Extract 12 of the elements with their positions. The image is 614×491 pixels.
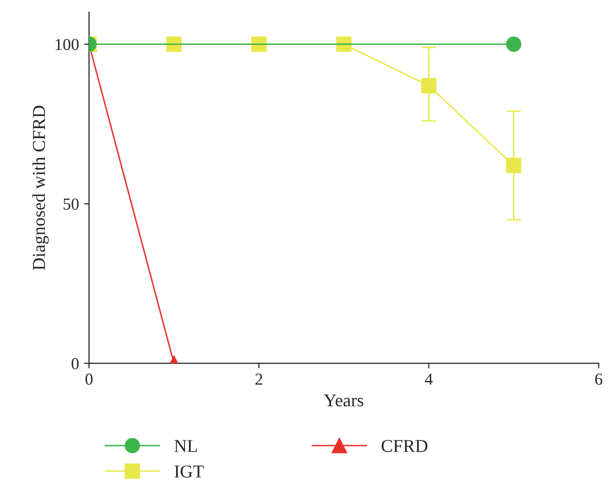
y-tick-label: 100: [56, 38, 79, 50]
y-axis-title: Diagnosed with CFRD: [32, 106, 49, 270]
x-axis-title: Years: [324, 394, 364, 406]
legend-label: NL: [174, 440, 197, 452]
legend-label: CFRD: [382, 440, 428, 452]
x-tick-label: 0: [86, 374, 93, 385]
x-tick-label: 2: [255, 374, 262, 385]
x-tick-label: 6: [595, 374, 602, 385]
legend-label: IGT: [174, 465, 204, 478]
x-tick-label: 4: [424, 374, 433, 385]
y-tick-label: 50: [64, 198, 79, 210]
y-tick-label: 0: [72, 358, 79, 370]
